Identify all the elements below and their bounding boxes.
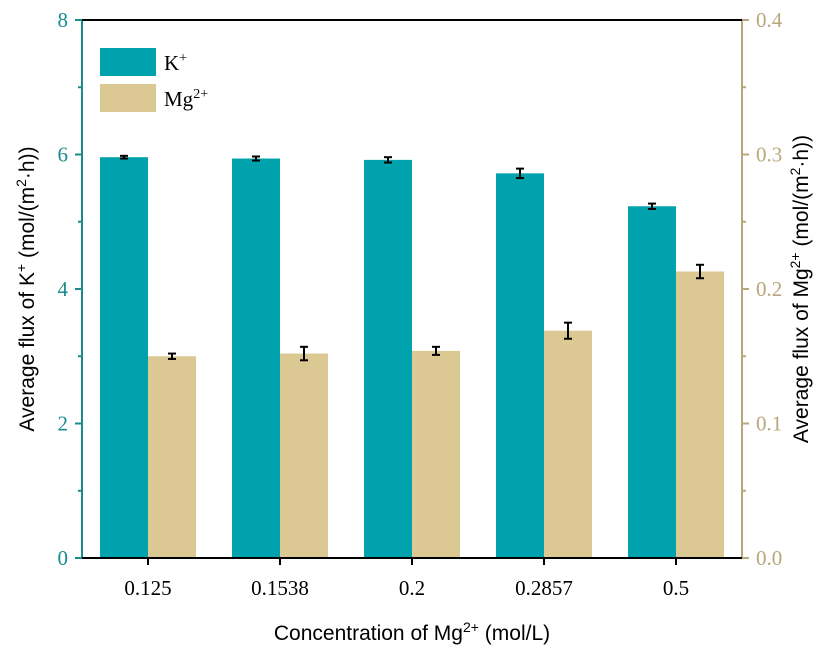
bar-mg-3 xyxy=(544,330,592,558)
error-bar-mg-0 xyxy=(168,352,176,360)
legend: K+ Mg2+ xyxy=(100,48,208,112)
error-bar-mg-2 xyxy=(432,345,440,356)
bar-mg-4 xyxy=(676,271,724,558)
error-bars-layer xyxy=(120,154,704,362)
left-axis-ticks: 0 2 4 6 8 xyxy=(58,8,82,570)
bar-k-0 xyxy=(100,157,148,558)
error-bar-k-4 xyxy=(648,202,656,210)
error-bar-k-3 xyxy=(516,167,524,180)
error-bar-k-0 xyxy=(120,154,128,160)
legend-label-mg: Mg2+ xyxy=(164,87,208,111)
right-axis-ticks: 0.0 0.1 0.2 0.3 0.4 xyxy=(742,8,783,570)
left-tick-label: 8 xyxy=(58,8,69,32)
right-tick-label: 0.0 xyxy=(756,546,782,570)
right-tick-label: 0.1 xyxy=(756,412,782,436)
left-tick-label: 6 xyxy=(58,143,69,167)
error-bar-k-1 xyxy=(252,155,260,162)
x-axis-ticks: 0.125 0.1538 0.2 0.2857 0.5 xyxy=(124,558,689,600)
x-tick-label: 0.2857 xyxy=(515,576,573,600)
x-axis-title: Concentration of Mg2+ (mol/L) xyxy=(274,619,550,645)
legend-swatch-k xyxy=(100,48,156,76)
error-bar-k-2 xyxy=(384,156,392,164)
bars-layer xyxy=(100,157,724,558)
bar-mg-2 xyxy=(412,350,460,558)
error-bar-mg-1 xyxy=(300,345,308,362)
right-tick-label: 0.4 xyxy=(756,8,783,32)
bar-mg-1 xyxy=(280,353,328,558)
bar-k-1 xyxy=(232,158,280,558)
left-tick-label: 0 xyxy=(58,546,69,570)
error-bar-mg-3 xyxy=(564,321,572,340)
x-tick-label: 0.125 xyxy=(124,576,171,600)
bar-k-3 xyxy=(496,173,544,558)
right-tick-label: 0.3 xyxy=(756,143,782,167)
left-tick-label: 2 xyxy=(58,412,69,436)
x-tick-label: 0.2 xyxy=(399,576,425,600)
bar-mg-0 xyxy=(148,356,196,558)
legend-swatch-mg xyxy=(100,84,156,112)
left-axis-title: Average flux of K+ (mol/(m2·h)) xyxy=(13,146,39,431)
x-tick-label: 0.5 xyxy=(663,576,689,600)
left-tick-label: 4 xyxy=(58,277,69,301)
legend-label-k: K+ xyxy=(164,51,187,75)
right-tick-label: 0.2 xyxy=(756,277,782,301)
error-bar-mg-4 xyxy=(696,263,704,280)
bar-k-2 xyxy=(364,159,412,558)
x-tick-label: 0.1538 xyxy=(251,576,309,600)
bar-k-4 xyxy=(628,206,676,558)
right-axis-title: Average flux of Mg2+ (mol/(m2·h)) xyxy=(787,135,813,443)
